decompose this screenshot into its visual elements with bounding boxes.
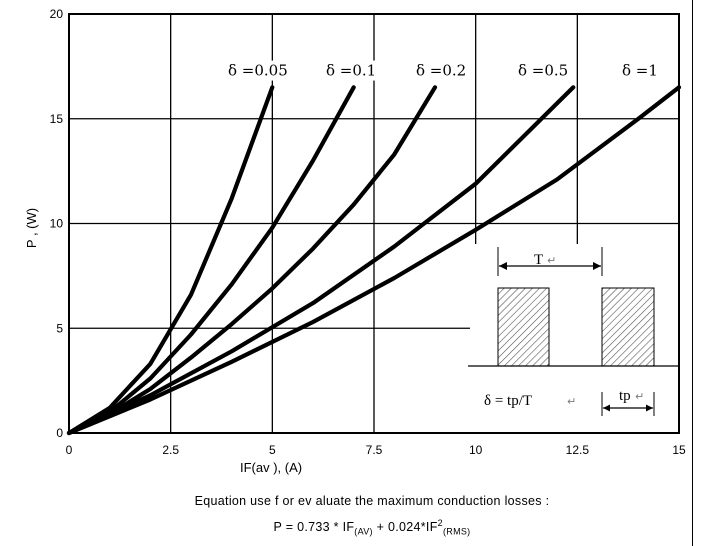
series-label-2: δ =0.2 (416, 62, 466, 80)
y-tick-label-4: 20 (50, 7, 64, 21)
y-tick-label-1: 5 (56, 321, 63, 335)
equation-prefix: P = 0.733 * IF (273, 520, 355, 535)
x-tick-label-6: 15 (672, 443, 686, 457)
series-lines (66, 85, 682, 436)
x-tick-label-5: 12.5 (566, 443, 590, 457)
series-label-bg-0 (224, 60, 291, 81)
series-label-4: δ =1 (622, 62, 658, 80)
pulse-rect-1 (497, 287, 550, 367)
equation-sub-rms: (RMS) (442, 526, 471, 537)
y-axis-label: P , (W) (24, 208, 39, 248)
period-arrowhead-right (593, 262, 601, 270)
y-tick-label-2: 10 (50, 217, 64, 231)
period-arrowhead-left (499, 262, 507, 270)
x-axis-label: IF(av ), (A) (240, 460, 302, 475)
y-tick-label-3: 15 (50, 112, 64, 126)
series-label-1: δ =0.1 (326, 62, 376, 80)
pulse-label: tp (619, 388, 631, 404)
x-tick-label-2: 5 (269, 443, 276, 457)
plot-frame (68, 13, 680, 434)
tick-labels: 0 2.5 5 7.5 10 12.5 15 0 5 10 15 20 (50, 7, 686, 457)
equation-sub-av: (AV) (354, 526, 373, 537)
equation-sup: 2 (437, 518, 443, 528)
equation-mid: + 0.024*IF (372, 520, 438, 535)
caption-equation: P = 0.733 * IF(AV) + 0.024*IF2(RMS) (0, 518, 704, 537)
pulse-return-mark: ↵ (635, 390, 644, 403)
page-divider (692, 0, 693, 546)
series-label-bg-1 (322, 60, 380, 81)
pulse-arrowhead-left (603, 404, 610, 412)
series-line-4 (66, 85, 682, 436)
duty-formula: δ = tp/T (484, 393, 532, 409)
series-line-3 (66, 85, 576, 436)
formula-return-mark: ↵ (567, 395, 576, 408)
series-line-2 (66, 85, 438, 436)
pulse-arrowhead-right (646, 404, 653, 412)
series-label-bg-3 (514, 60, 572, 81)
x-tick-label-1: 2.5 (162, 443, 179, 457)
x-tick-label-3: 7.5 (366, 443, 383, 457)
series-label-3: δ =0.5 (518, 62, 568, 80)
series-labels: δ =0.05 δ =0.1 δ =0.2 δ =0.5 δ =1 (224, 60, 659, 81)
duty-cycle-inset: T ↵ δ = tp/T ↵ tp ↵ (468, 244, 680, 432)
x-tick-label-4: 10 (469, 443, 483, 457)
series-label-bg-2 (412, 60, 470, 81)
pulse-rect-2 (601, 287, 655, 367)
series-label-bg-4 (618, 60, 659, 81)
caption-line-1: Equation use f or ev aluate the maximum … (194, 494, 550, 508)
y-tick-label-0: 0 (56, 426, 63, 440)
period-label: T (534, 252, 543, 268)
series-label-0: δ =0.05 (228, 62, 288, 80)
x-tick-label-0: 0 (66, 443, 73, 457)
series-line-0 (66, 85, 275, 436)
series-line-1 (66, 85, 356, 436)
period-return-mark: ↵ (547, 254, 556, 267)
